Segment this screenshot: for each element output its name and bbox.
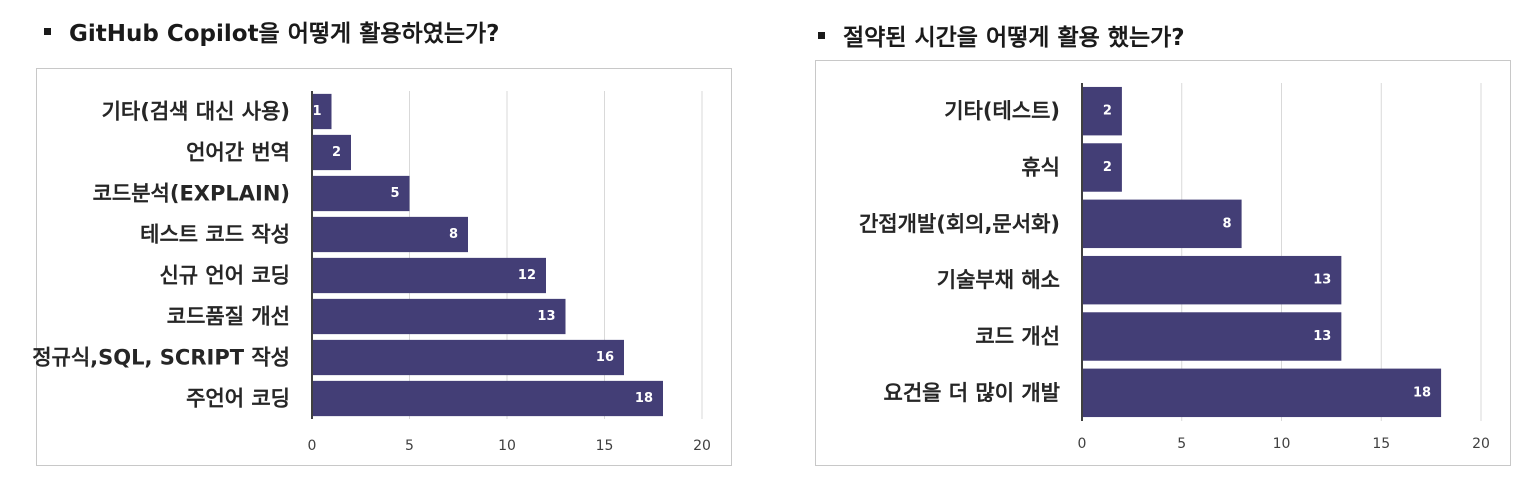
- category-label: 테스트 코드 작성: [140, 223, 290, 247]
- bar: [1082, 143, 1122, 192]
- bullet-icon: [818, 31, 825, 39]
- data-label: 13: [537, 309, 555, 324]
- copilot-usage-chart: 기타(검색 대신 사용) 1 언어간 번역 2 코드분석(EXPLAIN) 5 테스트 코드…: [32, 68, 732, 466]
- data-label: 18: [635, 391, 653, 406]
- data-label: 13: [1313, 273, 1331, 288]
- category-label: 기술부채 해소: [937, 268, 1060, 292]
- right-chart-heading: 절약된 시간을 어떻게 활용 했는가?: [818, 18, 1185, 52]
- bar: [312, 93, 332, 130]
- data-label: 2: [332, 145, 341, 160]
- x-tick-label: 10: [1273, 436, 1291, 452]
- right-chart-heading-text: 절약된 시간을 어떻게 활용 했는가?: [843, 25, 1185, 51]
- category-label: 코드품질 개선: [167, 305, 290, 329]
- category-label: 언어간 번역: [186, 141, 290, 165]
- category-label: 기타(테스트): [944, 99, 1060, 123]
- x-tick-label: 15: [1372, 436, 1390, 452]
- data-label: 18: [1413, 385, 1431, 400]
- category-label: 휴식: [1021, 156, 1060, 180]
- data-label: 12: [518, 268, 536, 283]
- x-tick-label: 0: [1078, 436, 1087, 452]
- data-label: 2: [1103, 104, 1112, 119]
- bar: [312, 257, 546, 294]
- bar: [1082, 199, 1242, 249]
- x-tick-label: 0: [308, 438, 317, 454]
- data-label: 1: [312, 104, 321, 119]
- data-label: 13: [1313, 329, 1331, 344]
- bar: [312, 175, 410, 212]
- x-tick-label: 10: [498, 438, 516, 454]
- data-label: 16: [596, 350, 614, 365]
- saved-time-usage-chart-svg: 기타(테스트) 2 휴식 2 간접개발(회의,문서화) 8 기술부채 해소 13 코드 개선 13…: [859, 83, 1490, 452]
- bar: [312, 339, 624, 376]
- bar: [1082, 312, 1342, 361]
- x-tick-label: 20: [693, 438, 711, 454]
- left-chart-heading-text: GitHub Copilot을 어떻게 활용하였는가?: [69, 21, 500, 47]
- category-label: 주언어 코딩: [186, 387, 290, 411]
- bar: [312, 298, 566, 335]
- category-label: 정규식,SQL, SCRIPT 작성: [32, 346, 290, 370]
- category-label: 간접개발(회의,문서화): [859, 212, 1060, 236]
- category-label: 신규 언어 코딩: [159, 264, 290, 288]
- bar: [1082, 368, 1442, 418]
- data-label: 8: [1223, 216, 1232, 231]
- x-tick-label: 20: [1472, 436, 1490, 452]
- copilot-usage-chart-svg: 기타(검색 대신 사용) 1 언어간 번역 2 코드분석(EXPLAIN) 5 테스트 코드…: [32, 91, 711, 454]
- saved-time-usage-chart: 기타(테스트) 2 휴식 2 간접개발(회의,문서화) 8 기술부채 해소 13 코드 개선 13…: [815, 60, 1511, 466]
- x-tick-label: 5: [1177, 436, 1186, 452]
- bar: [312, 134, 351, 171]
- x-tick-label: 5: [405, 438, 414, 454]
- bar: [312, 216, 468, 253]
- data-label: 8: [449, 227, 458, 242]
- category-label: 코드 개선: [975, 325, 1060, 349]
- category-label: 기타(검색 대신 사용): [102, 100, 290, 124]
- data-label: 5: [390, 186, 399, 201]
- left-chart-heading: GitHub Copilot을 어떻게 활용하였는가?: [44, 14, 500, 48]
- bar: [1082, 255, 1342, 305]
- category-label: 코드분석(EXPLAIN): [93, 182, 290, 206]
- bullet-icon: [44, 27, 51, 35]
- category-label: 요건을 더 많이 개발: [884, 381, 1061, 405]
- bar: [312, 380, 663, 417]
- data-label: 2: [1103, 160, 1112, 175]
- x-tick-label: 15: [596, 438, 614, 454]
- bar: [1082, 86, 1122, 136]
